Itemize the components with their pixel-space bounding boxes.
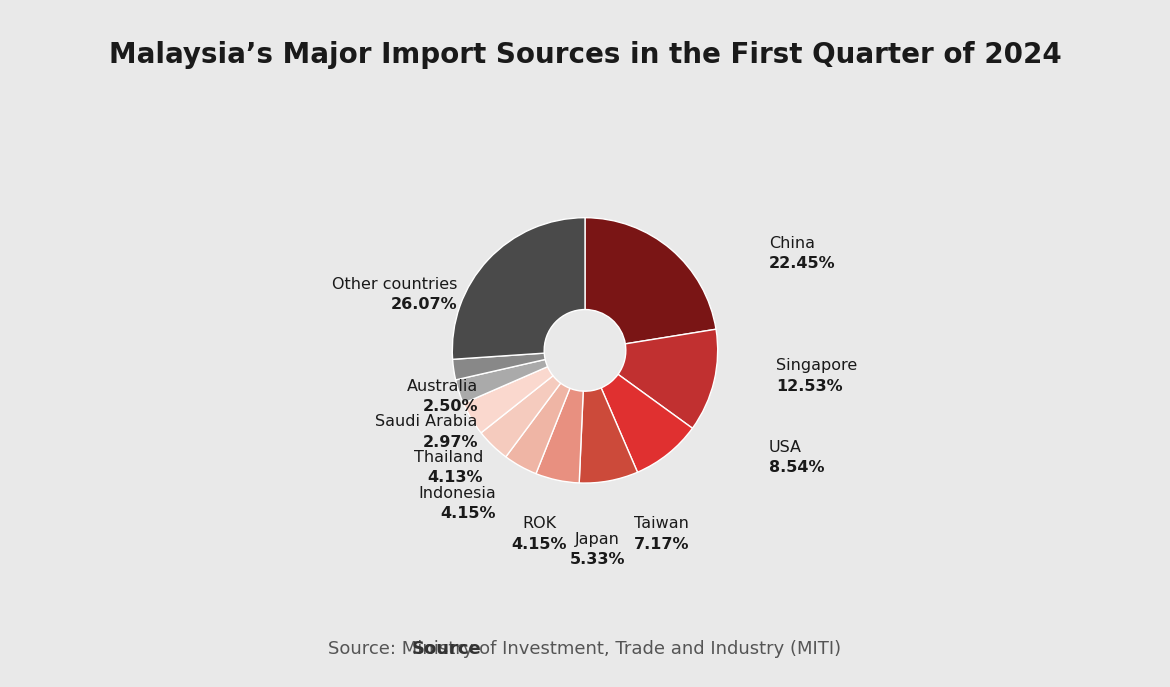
Wedge shape xyxy=(585,218,716,344)
Text: Other countries: Other countries xyxy=(332,277,457,291)
Text: 2.97%: 2.97% xyxy=(422,435,477,450)
Text: Malaysia’s Major Import Sources in the First Quarter of 2024: Malaysia’s Major Import Sources in the F… xyxy=(109,41,1061,69)
Text: 12.53%: 12.53% xyxy=(777,379,844,394)
Wedge shape xyxy=(618,329,717,428)
Text: 4.15%: 4.15% xyxy=(511,537,566,552)
Text: ROK: ROK xyxy=(522,517,556,531)
Wedge shape xyxy=(453,353,545,380)
Text: Japan: Japan xyxy=(576,532,620,547)
Text: 22.45%: 22.45% xyxy=(769,256,835,271)
Wedge shape xyxy=(505,383,570,473)
Text: USA: USA xyxy=(769,440,801,455)
Text: Australia: Australia xyxy=(407,379,477,394)
Text: 8.54%: 8.54% xyxy=(769,460,824,475)
Text: China: China xyxy=(769,236,814,251)
Wedge shape xyxy=(481,376,560,457)
Text: Indonesia: Indonesia xyxy=(418,486,496,501)
Wedge shape xyxy=(601,374,693,472)
Wedge shape xyxy=(463,367,553,433)
Text: 2.50%: 2.50% xyxy=(422,399,477,414)
Wedge shape xyxy=(579,388,638,483)
Text: 4.13%: 4.13% xyxy=(427,471,483,486)
Text: Thailand: Thailand xyxy=(413,450,483,465)
Text: Taiwan: Taiwan xyxy=(634,517,689,531)
Text: Source: Source xyxy=(412,640,482,658)
Wedge shape xyxy=(455,359,548,403)
Text: Saudi Arabia: Saudi Arabia xyxy=(376,414,477,429)
Wedge shape xyxy=(536,388,583,483)
Text: Singapore: Singapore xyxy=(777,358,858,373)
Text: 26.07%: 26.07% xyxy=(391,297,457,312)
Text: 5.33%: 5.33% xyxy=(570,552,626,567)
Text: Source: Ministry of Investment, Trade and Industry (MITI): Source: Ministry of Investment, Trade an… xyxy=(329,640,841,658)
Wedge shape xyxy=(453,218,585,359)
Text: 4.15%: 4.15% xyxy=(440,506,496,521)
Text: 7.17%: 7.17% xyxy=(634,537,689,552)
